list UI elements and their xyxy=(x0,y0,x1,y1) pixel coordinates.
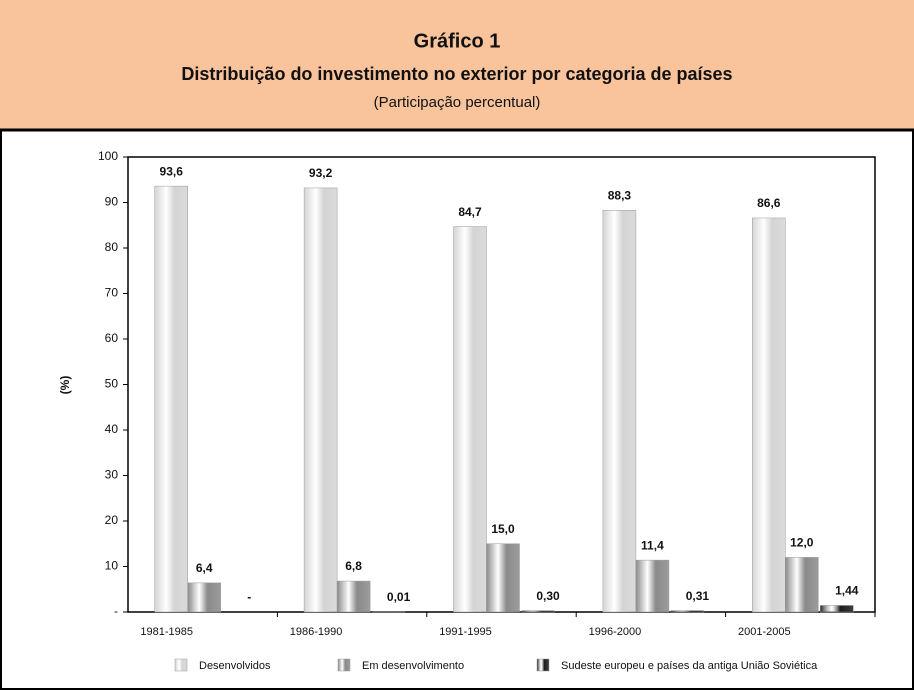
x-tick-label: 1986-1990 xyxy=(290,626,343,638)
y-tick-label: - xyxy=(114,604,118,618)
y-tick-label: 100 xyxy=(98,149,118,163)
data-label: 93,2 xyxy=(309,166,333,180)
data-label: 0,30 xyxy=(536,589,560,603)
x-tick-label: 1996-2000 xyxy=(589,626,642,638)
legend-label: Desenvolvidos xyxy=(199,660,271,672)
legend-label: Sudeste europeu e países da antiga União… xyxy=(561,660,818,672)
y-tick-label: 10 xyxy=(105,559,119,573)
bar xyxy=(785,557,819,613)
y-axis-label: (%) xyxy=(58,376,72,395)
legend-swatch xyxy=(337,658,351,672)
bar xyxy=(453,226,487,613)
bar xyxy=(154,185,188,613)
legend-label: Em desenvolvimento xyxy=(362,660,464,672)
data-label: 88,3 xyxy=(608,188,632,202)
y-tick-label: 70 xyxy=(105,286,119,300)
chart-title: Gráfico 1 xyxy=(414,30,501,52)
y-tick-label: 90 xyxy=(105,195,119,209)
data-label: 6,8 xyxy=(345,559,362,573)
bar xyxy=(521,610,555,613)
bar xyxy=(336,580,371,613)
legend-swatch xyxy=(174,658,188,672)
data-label: 93,6 xyxy=(160,164,184,178)
data-label: 0,31 xyxy=(686,589,710,603)
y-tick-label: 40 xyxy=(105,422,119,436)
data-label: 84,7 xyxy=(458,205,482,219)
data-label: 15,0 xyxy=(491,522,515,536)
y-tick-label: 60 xyxy=(105,331,119,345)
data-label: - xyxy=(247,590,251,604)
chart-subtitle: Distribuição do investimento no exterior… xyxy=(181,64,732,84)
bar xyxy=(820,605,854,613)
bar xyxy=(752,217,786,613)
bar xyxy=(187,582,221,613)
data-label: 12,0 xyxy=(790,536,814,550)
data-label: 1,44 xyxy=(835,584,859,598)
bar xyxy=(670,610,705,613)
data-label: 0,01 xyxy=(387,590,411,604)
data-label: 6,4 xyxy=(196,561,213,575)
legend-swatch xyxy=(536,658,550,672)
data-label: 86,6 xyxy=(757,196,781,210)
y-tick-label: 80 xyxy=(105,240,119,254)
bar xyxy=(635,559,670,613)
header-band xyxy=(0,0,914,130)
bar xyxy=(303,187,338,613)
x-tick-label: 1981-1985 xyxy=(140,626,193,638)
bar xyxy=(486,543,520,613)
y-tick-label: 50 xyxy=(105,377,119,391)
x-tick-label: 2001-2005 xyxy=(738,626,791,638)
bar xyxy=(602,209,637,613)
y-tick-label: 30 xyxy=(105,468,119,482)
x-tick-label: 1991-1995 xyxy=(439,626,492,638)
data-label: 11,4 xyxy=(641,538,664,552)
y-tick-label: 20 xyxy=(105,513,119,527)
chart-note: (Participação percentual) xyxy=(374,94,541,111)
